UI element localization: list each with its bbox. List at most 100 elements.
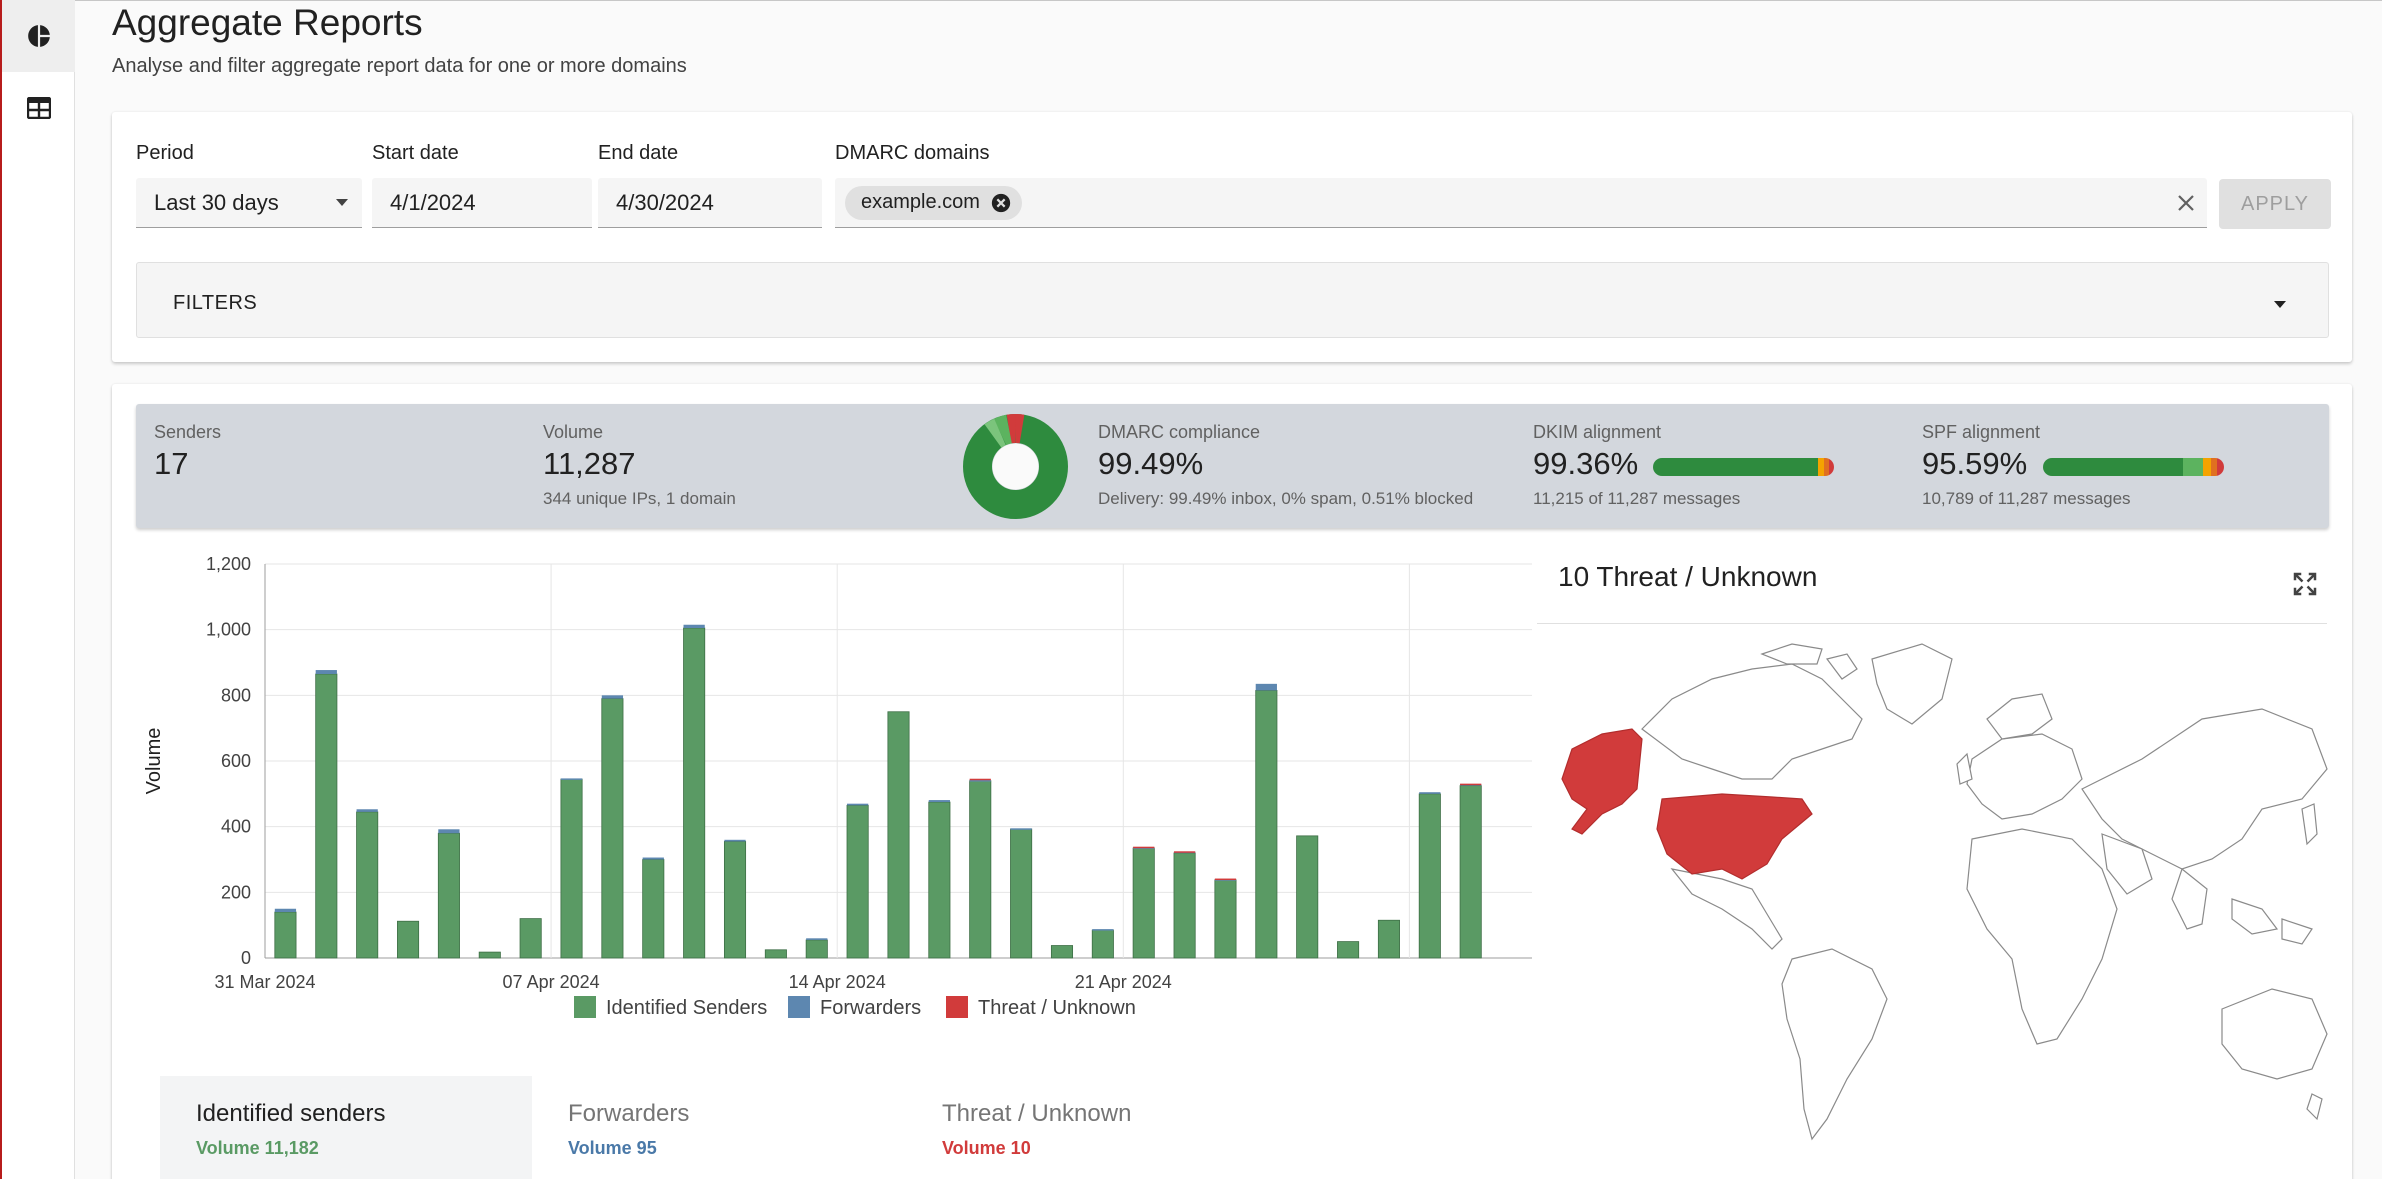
map-title: 10 Threat / Unknown: [1558, 561, 1818, 592]
bar-segment: [356, 809, 378, 812]
bar-segment: [806, 938, 828, 940]
legend-swatch: [788, 996, 810, 1018]
bar-segment: [969, 780, 992, 959]
period-select[interactable]: Last 30 days: [136, 178, 362, 228]
bar-segment: [1255, 690, 1278, 959]
filters-label: FILTERS: [173, 292, 258, 314]
bar-segment: [356, 811, 379, 959]
filter-card: Period Last 30 days Start date 4/1/2024 …: [112, 112, 2352, 362]
y-tick-label: 600: [221, 751, 251, 771]
dmarc-value: 99.49%: [1098, 446, 1204, 481]
bar-segment: [1092, 929, 1114, 931]
bar-segment: [642, 857, 664, 860]
bar-segment: [1460, 783, 1482, 786]
x-tick-label: 07 Apr 2024: [503, 972, 600, 992]
domain-chip: example.com: [845, 185, 1022, 220]
volume-value: 11,287: [543, 446, 636, 481]
tab-threat-unknown[interactable]: Threat / Unknown Volume 10: [906, 1076, 1278, 1179]
bar-segment: [1296, 835, 1319, 959]
sender-tabs: Identified senders Volume 11,182 Forward…: [160, 1076, 1280, 1179]
filters-expander[interactable]: FILTERS: [136, 262, 2329, 338]
apply-button[interactable]: APPLY: [2219, 179, 2331, 229]
bar-segment: [1214, 879, 1237, 959]
pie-chart-icon: [27, 25, 50, 47]
y-tick-label: 1,000: [206, 620, 251, 640]
tab-forwarders-volume: Volume 95: [568, 1138, 657, 1158]
bar-segment: [1337, 941, 1360, 959]
bar-segment: [887, 711, 910, 959]
x-tick-label: 14 Apr 2024: [789, 972, 886, 992]
bar-segment: [397, 920, 420, 959]
bar-segment: [560, 778, 583, 959]
dkim-label: DKIM alignment: [1533, 422, 1662, 442]
bar-segment: [724, 839, 746, 842]
start-date-label: Start date: [372, 142, 459, 164]
bar-segment: [805, 939, 828, 959]
clear-icon[interactable]: [2177, 194, 2195, 212]
tab-identified-volume: Volume 11,182: [196, 1138, 319, 1158]
bar-segment: [560, 778, 583, 780]
spf-sub: 10,789 of 11,287 messages: [1922, 489, 2131, 508]
dmarc-domains-input[interactable]: example.com: [835, 178, 2207, 228]
bar-segment: [478, 951, 501, 959]
fullscreen-icon[interactable]: [2290, 569, 2320, 599]
bar-segment: [683, 627, 706, 959]
volume-sub: 344 unique IPs, 1 domain: [543, 489, 736, 508]
caret-down-icon: [336, 199, 348, 206]
world-map: [1561, 643, 2328, 1141]
legend-label: Threat / Unknown: [978, 997, 1136, 1019]
volume-label: Volume: [543, 422, 604, 442]
senders-label: Senders: [154, 422, 222, 442]
bar-segment: [1255, 683, 1277, 691]
report-card: Senders 17 Volume 11,287 344 unique IPs,…: [112, 384, 2352, 1179]
bar-segment: [315, 673, 338, 959]
senders-value: 17: [154, 446, 189, 481]
legend-label: Forwarders: [820, 997, 921, 1019]
domain-chip-label: example.com: [861, 191, 980, 213]
y-tick-label: 200: [221, 882, 251, 902]
dkim-alignment-bar: [1653, 458, 1834, 476]
dmarc-label: DMARC compliance: [1098, 422, 1261, 442]
x-tick-label: 31 Mar 2024: [214, 972, 315, 992]
end-date-label: End date: [598, 142, 679, 164]
bar-segment: [764, 949, 787, 959]
sidebar-item-dashboard[interactable]: [2, 0, 75, 72]
bar-segment: [928, 800, 950, 803]
period-label: Period: [136, 142, 194, 164]
bar-segment: [1010, 828, 1033, 959]
bar-segment: [601, 695, 624, 699]
dmarc-domains-label: DMARC domains: [835, 142, 990, 164]
bar-segment: [1132, 847, 1155, 959]
tab-threat-label: Threat / Unknown: [942, 1100, 1132, 1127]
start-date-value: 4/1/2024: [390, 189, 476, 215]
bar-segment: [1377, 919, 1400, 959]
bar-segment: [1173, 851, 1196, 853]
legend-label: Identified Senders: [606, 997, 767, 1019]
chip-remove-icon[interactable]: [990, 192, 1012, 214]
bar-segment: [723, 841, 747, 959]
bar-segment: [274, 911, 297, 959]
bar-segment: [1214, 878, 1237, 881]
sidebar-item-table[interactable]: [2, 72, 75, 144]
spf-label: SPF alignment: [1922, 422, 2041, 442]
y-axis-label: Volume: [143, 728, 165, 795]
tab-forwarders-label: Forwarders: [568, 1100, 690, 1127]
spf-value: 95.59%: [1922, 446, 2028, 481]
stats-bar: Senders 17 Volume 11,287 344 unique IPs,…: [136, 404, 2329, 528]
bar-segment: [928, 801, 951, 959]
tab-identified-senders[interactable]: Identified senders Volume 11,182: [160, 1076, 532, 1179]
dkim-sub: 11,215 of 11,287 messages: [1533, 489, 1741, 508]
bar-segment: [1133, 846, 1155, 849]
table-icon: [26, 97, 51, 119]
start-date-input[interactable]: 4/1/2024: [372, 178, 592, 228]
tab-identified-label: Identified senders: [196, 1100, 386, 1127]
dmarc-sub: Delivery: 99.49% inbox, 0% spam, 0.51% b…: [1098, 489, 1474, 508]
sidebar: [2, 0, 75, 1179]
y-tick-label: 0: [241, 948, 251, 968]
volume-bar-chart: 0 200 400 600 800 1,000 1,200 31 Mar 2024 07 Apr…: [143, 554, 1532, 1019]
bar-segment: [437, 832, 460, 959]
map-divider: [1537, 623, 2327, 624]
bar-segment: [274, 908, 297, 913]
tab-forwarders[interactable]: Forwarders Volume 95: [532, 1076, 904, 1179]
end-date-input[interactable]: 4/30/2024: [598, 178, 822, 228]
